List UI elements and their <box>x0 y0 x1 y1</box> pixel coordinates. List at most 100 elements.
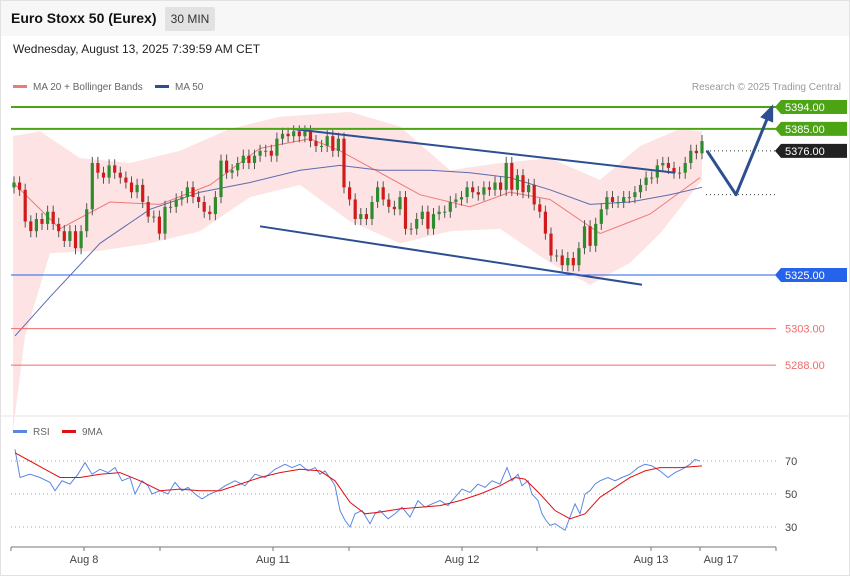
interval-badge[interactable]: 30 MIN <box>165 7 215 31</box>
candle-body <box>163 206 167 234</box>
candle-body <box>141 184 145 202</box>
candle-body <box>661 163 665 166</box>
candle-body <box>331 136 335 151</box>
candle-body <box>157 216 161 234</box>
candle-body <box>314 141 318 146</box>
rsi-legend-swatch <box>62 430 76 433</box>
candle-body <box>320 146 324 147</box>
forecast-arrow <box>705 106 774 197</box>
x-axis-label: Aug 12 <box>445 554 480 566</box>
candle-body <box>57 223 61 232</box>
candle-body <box>308 131 313 141</box>
candle-body <box>292 131 296 137</box>
candle-body <box>180 197 184 200</box>
candle-body <box>689 150 693 163</box>
candle-body <box>152 216 156 218</box>
candle-body <box>431 214 436 229</box>
candle-body <box>403 197 408 229</box>
candle-body <box>443 211 447 213</box>
legend-swatch <box>155 85 169 88</box>
candle-body <box>633 192 637 198</box>
support-label: 5303.00 <box>785 324 825 336</box>
candle-body <box>538 204 542 212</box>
instrument-title: Euro Stoxx 50 (Eurex) <box>11 10 157 26</box>
candle-body <box>73 231 78 249</box>
candle-body <box>476 192 480 195</box>
candle-body <box>353 199 357 219</box>
candle-body <box>85 209 89 232</box>
watermark: Research © 2025 Trading Central <box>692 82 841 93</box>
candle-body <box>627 197 631 199</box>
candle-body <box>129 182 134 193</box>
candle-body <box>286 133 290 137</box>
candle-body <box>448 202 452 212</box>
candle-body <box>370 202 374 219</box>
candle-body <box>594 223 598 246</box>
support-label: 5288.00 <box>785 360 825 372</box>
candle-body <box>225 160 229 173</box>
candle-body <box>230 170 234 173</box>
candle-body <box>264 150 268 152</box>
candle-body <box>487 187 491 190</box>
candle-body <box>582 226 587 249</box>
candle-body <box>426 211 430 229</box>
candle-body <box>566 258 570 266</box>
candle-body <box>342 138 346 188</box>
candle-body <box>297 131 301 137</box>
pivot-tag <box>775 268 847 282</box>
resistance-label: 5394.00 <box>785 102 825 114</box>
resistance-tag <box>775 121 847 136</box>
candle-body <box>599 209 603 224</box>
channel-upper-line <box>291 127 676 174</box>
candle-body <box>549 233 553 256</box>
candle-body <box>493 182 497 190</box>
candle-body <box>415 219 419 229</box>
candle-body <box>387 199 391 207</box>
x-axis-label: Aug 11 <box>256 554 290 566</box>
rsi-legend-label: 9MA <box>82 427 103 438</box>
candle-body <box>135 184 139 193</box>
forecast-arrowhead <box>760 104 774 123</box>
candle-body <box>694 150 698 154</box>
candle-body <box>68 231 72 241</box>
rsi-ma-line <box>14 452 703 520</box>
candle-body <box>174 199 178 207</box>
candle-body <box>398 197 402 210</box>
candle-body <box>471 187 475 193</box>
candle-body <box>521 175 525 193</box>
candle-body <box>269 150 273 156</box>
candle-body <box>504 163 508 190</box>
candle-body <box>208 211 212 215</box>
candle-body <box>482 187 486 195</box>
candle-body <box>51 211 55 224</box>
rsi-tick-label: 70 <box>785 456 797 468</box>
candle-body <box>96 163 100 173</box>
candle-body <box>46 211 50 224</box>
candle-body <box>202 202 206 212</box>
candle-body <box>527 184 531 193</box>
candle-body <box>236 163 240 171</box>
candle-body <box>515 175 519 190</box>
candle-body <box>392 206 396 210</box>
candle-body <box>420 211 424 219</box>
candle-body <box>191 187 195 197</box>
candle-body <box>499 182 503 190</box>
candle-body <box>348 187 352 200</box>
candle-body <box>610 197 615 202</box>
candle-body <box>118 172 122 178</box>
candle-body <box>644 177 648 185</box>
candle-body <box>113 165 117 173</box>
candle-body <box>588 226 592 246</box>
candle-body <box>40 219 44 224</box>
candle-body <box>219 160 223 198</box>
candle-body <box>23 189 27 222</box>
chart-header <box>1 1 849 36</box>
candle-body <box>381 187 385 200</box>
pivot-label: 5325.00 <box>785 270 825 282</box>
candle-body <box>252 155 257 163</box>
rsi-tick-label: 50 <box>785 489 797 501</box>
candle-body <box>605 197 609 210</box>
candle-body <box>465 187 469 197</box>
